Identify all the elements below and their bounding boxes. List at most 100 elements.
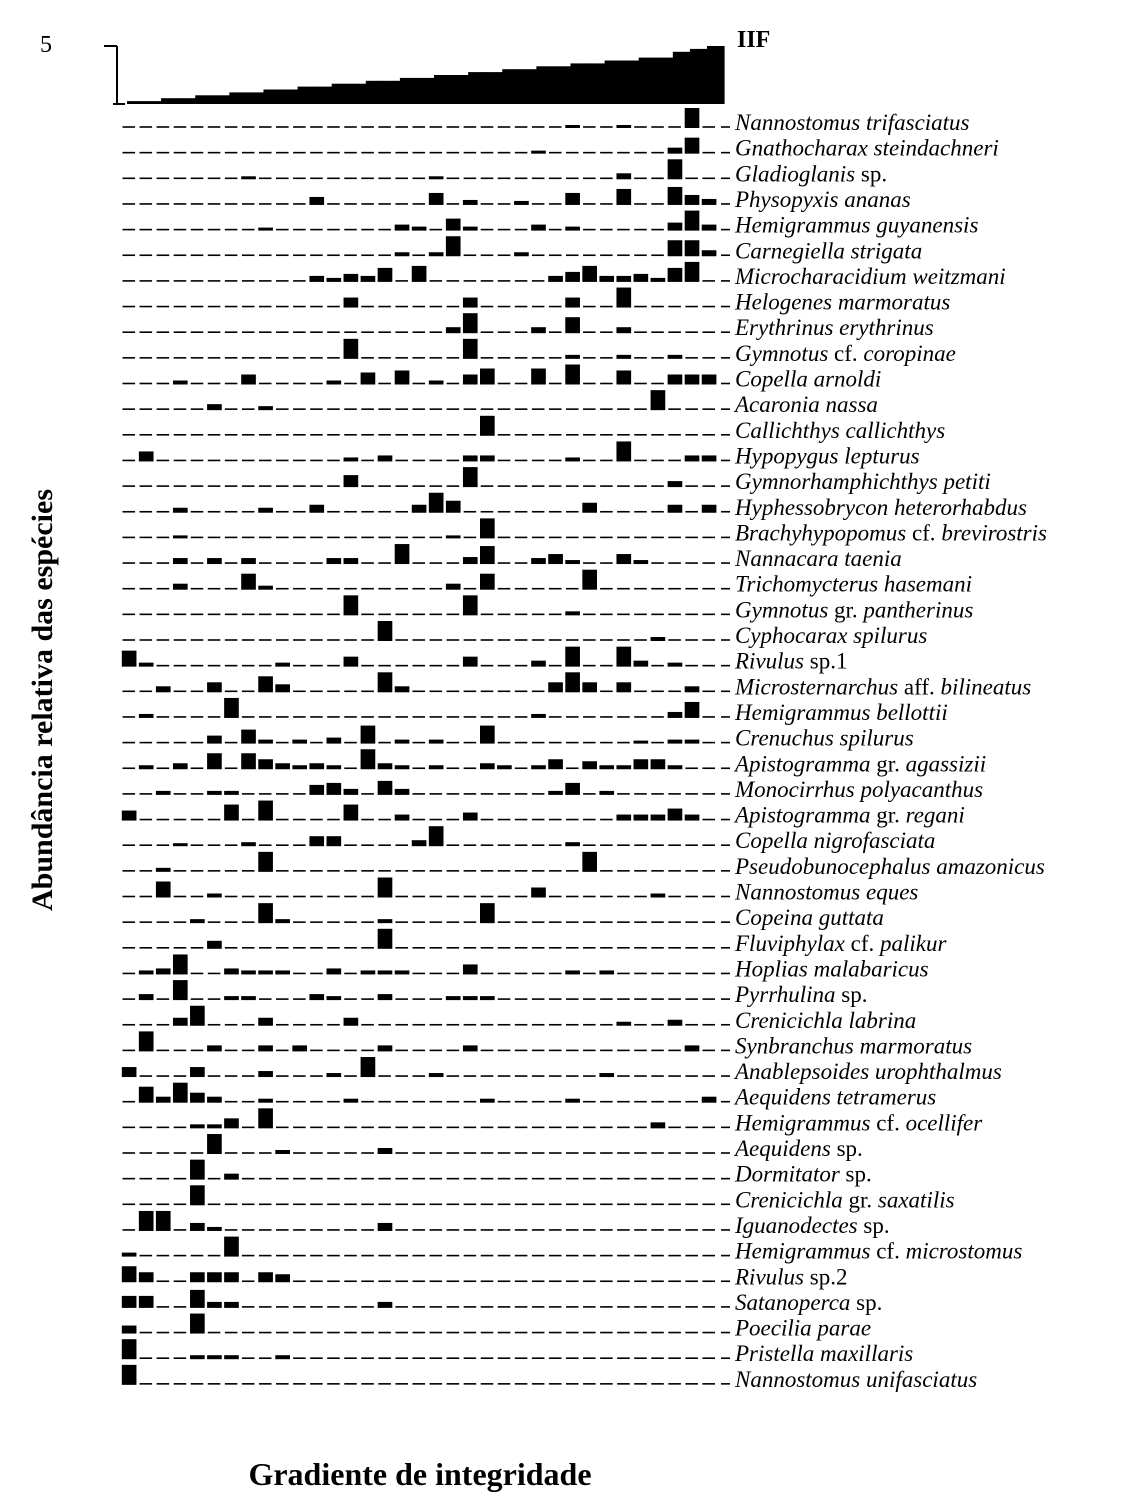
abundance-bar	[701, 250, 717, 257]
abundance-bar	[172, 954, 188, 975]
abundance-bar	[616, 814, 632, 821]
species-row: Pristella maxillaris	[121, 1339, 913, 1366]
abundance-bar	[684, 739, 700, 744]
abundance-bar	[480, 455, 495, 462]
abundance-bar	[565, 842, 580, 847]
abundance-bar	[667, 147, 683, 154]
species-label: Copella nigrofasciata	[735, 828, 935, 853]
abundance-bar	[650, 759, 666, 770]
abundance-bar	[462, 595, 478, 616]
abundance-bar	[565, 672, 580, 693]
abundance-bar	[599, 275, 615, 282]
abundance-bar	[343, 804, 359, 821]
abundance-bar	[582, 851, 597, 872]
abundance-bar	[275, 1274, 290, 1283]
abundance-bar	[377, 919, 393, 924]
species-label: Gladioglanis sp.	[735, 161, 887, 186]
species-row: Gymnorhamphichthys petiti	[122, 467, 991, 494]
abundance-bar	[394, 814, 410, 821]
species-label: Nannostomus unifasciatus	[734, 1367, 977, 1392]
abundance-bar	[377, 621, 393, 641]
species-label: Callichthys callichthys	[735, 418, 945, 443]
abundance-bar	[394, 739, 410, 744]
abundance-bar	[531, 660, 546, 667]
species-label: Crenuchus spilurus	[735, 726, 914, 751]
abundance-bar	[360, 725, 376, 744]
abundance-bar	[258, 227, 273, 231]
iif-step	[706, 46, 725, 104]
abundance-bar	[684, 108, 700, 128]
species-row: Gymnotus cf. coropinae	[122, 338, 956, 366]
abundance-bar	[428, 176, 444, 180]
abundance-bar	[565, 782, 580, 795]
species-label: Nannacara taenia	[734, 546, 902, 571]
abundance-bar	[326, 765, 342, 770]
abundance-bar	[377, 1301, 393, 1308]
abundance-bar	[394, 224, 410, 231]
abundance-bar	[684, 240, 700, 257]
abundance-bar	[667, 739, 683, 744]
abundance-bar	[650, 893, 666, 898]
abundance-bar	[326, 380, 342, 385]
abundance-bar	[190, 1355, 205, 1360]
abundance-bar	[121, 1339, 137, 1360]
abundance-bar	[326, 277, 342, 282]
abundance-bar	[565, 646, 580, 667]
abundance-bar	[480, 518, 495, 539]
abundance-bar	[138, 662, 154, 667]
species-row: Dormitator sp.	[122, 1159, 872, 1187]
iif-step	[331, 83, 350, 104]
abundance-bar	[121, 810, 137, 821]
abundance-bar	[360, 970, 376, 975]
abundance-bar	[582, 265, 597, 282]
abundance-bar	[155, 790, 171, 795]
abundance-bar	[667, 354, 683, 359]
abundance-bar	[190, 1159, 205, 1180]
abundance-bar	[258, 903, 273, 924]
abundance-bar	[172, 535, 188, 539]
abundance-bar	[701, 455, 717, 462]
abundance-bar	[224, 1272, 239, 1283]
abundance-bar	[138, 994, 154, 1001]
abundance-bar	[684, 261, 700, 282]
abundance-bar	[224, 804, 239, 821]
iif-step	[604, 60, 623, 104]
abundance-bar	[377, 763, 393, 770]
species-row: Gladioglanis sp.	[122, 159, 887, 186]
iif-panel	[104, 45, 725, 105]
abundance-bar	[616, 370, 632, 385]
abundance-bar	[565, 226, 580, 231]
iif-step	[451, 75, 469, 104]
species-row: Iguanodectes sp.	[122, 1210, 890, 1238]
species-label: Hypopygus lepturus	[734, 443, 920, 468]
abundance-bar	[445, 535, 461, 539]
species-label: Helogenes marmoratus	[734, 290, 950, 315]
abundance-bar	[667, 481, 683, 488]
iif-step	[280, 89, 299, 104]
abundance-bar	[599, 790, 615, 795]
abundance-bar	[207, 753, 222, 770]
abundance-bar	[462, 455, 478, 462]
abundance-bar	[138, 451, 154, 462]
abundance-bar	[616, 354, 632, 359]
abundance-bar	[480, 368, 495, 385]
abundance-bar	[309, 994, 325, 1001]
abundance-bar	[428, 492, 444, 513]
abundance-bar	[343, 338, 359, 359]
abundance-bar	[531, 368, 546, 385]
species-row: Hoplias malabaricus	[122, 954, 929, 981]
abundance-bar	[224, 1301, 239, 1308]
species-row: Acaronia nassa	[122, 390, 878, 417]
abundance-bar	[155, 1096, 171, 1103]
species-row: Hemigrammus cf. microstomus	[121, 1236, 1022, 1264]
abundance-bar	[258, 1108, 273, 1129]
abundance-bar	[462, 297, 478, 308]
abundance-bar	[411, 265, 427, 282]
species-label: Carnegiella strigata	[735, 238, 922, 263]
abundance-bar	[190, 1272, 205, 1283]
abundance-bar	[394, 788, 410, 795]
abundance-bar	[241, 970, 256, 975]
iif-step	[468, 72, 486, 104]
iif-step	[502, 69, 520, 104]
